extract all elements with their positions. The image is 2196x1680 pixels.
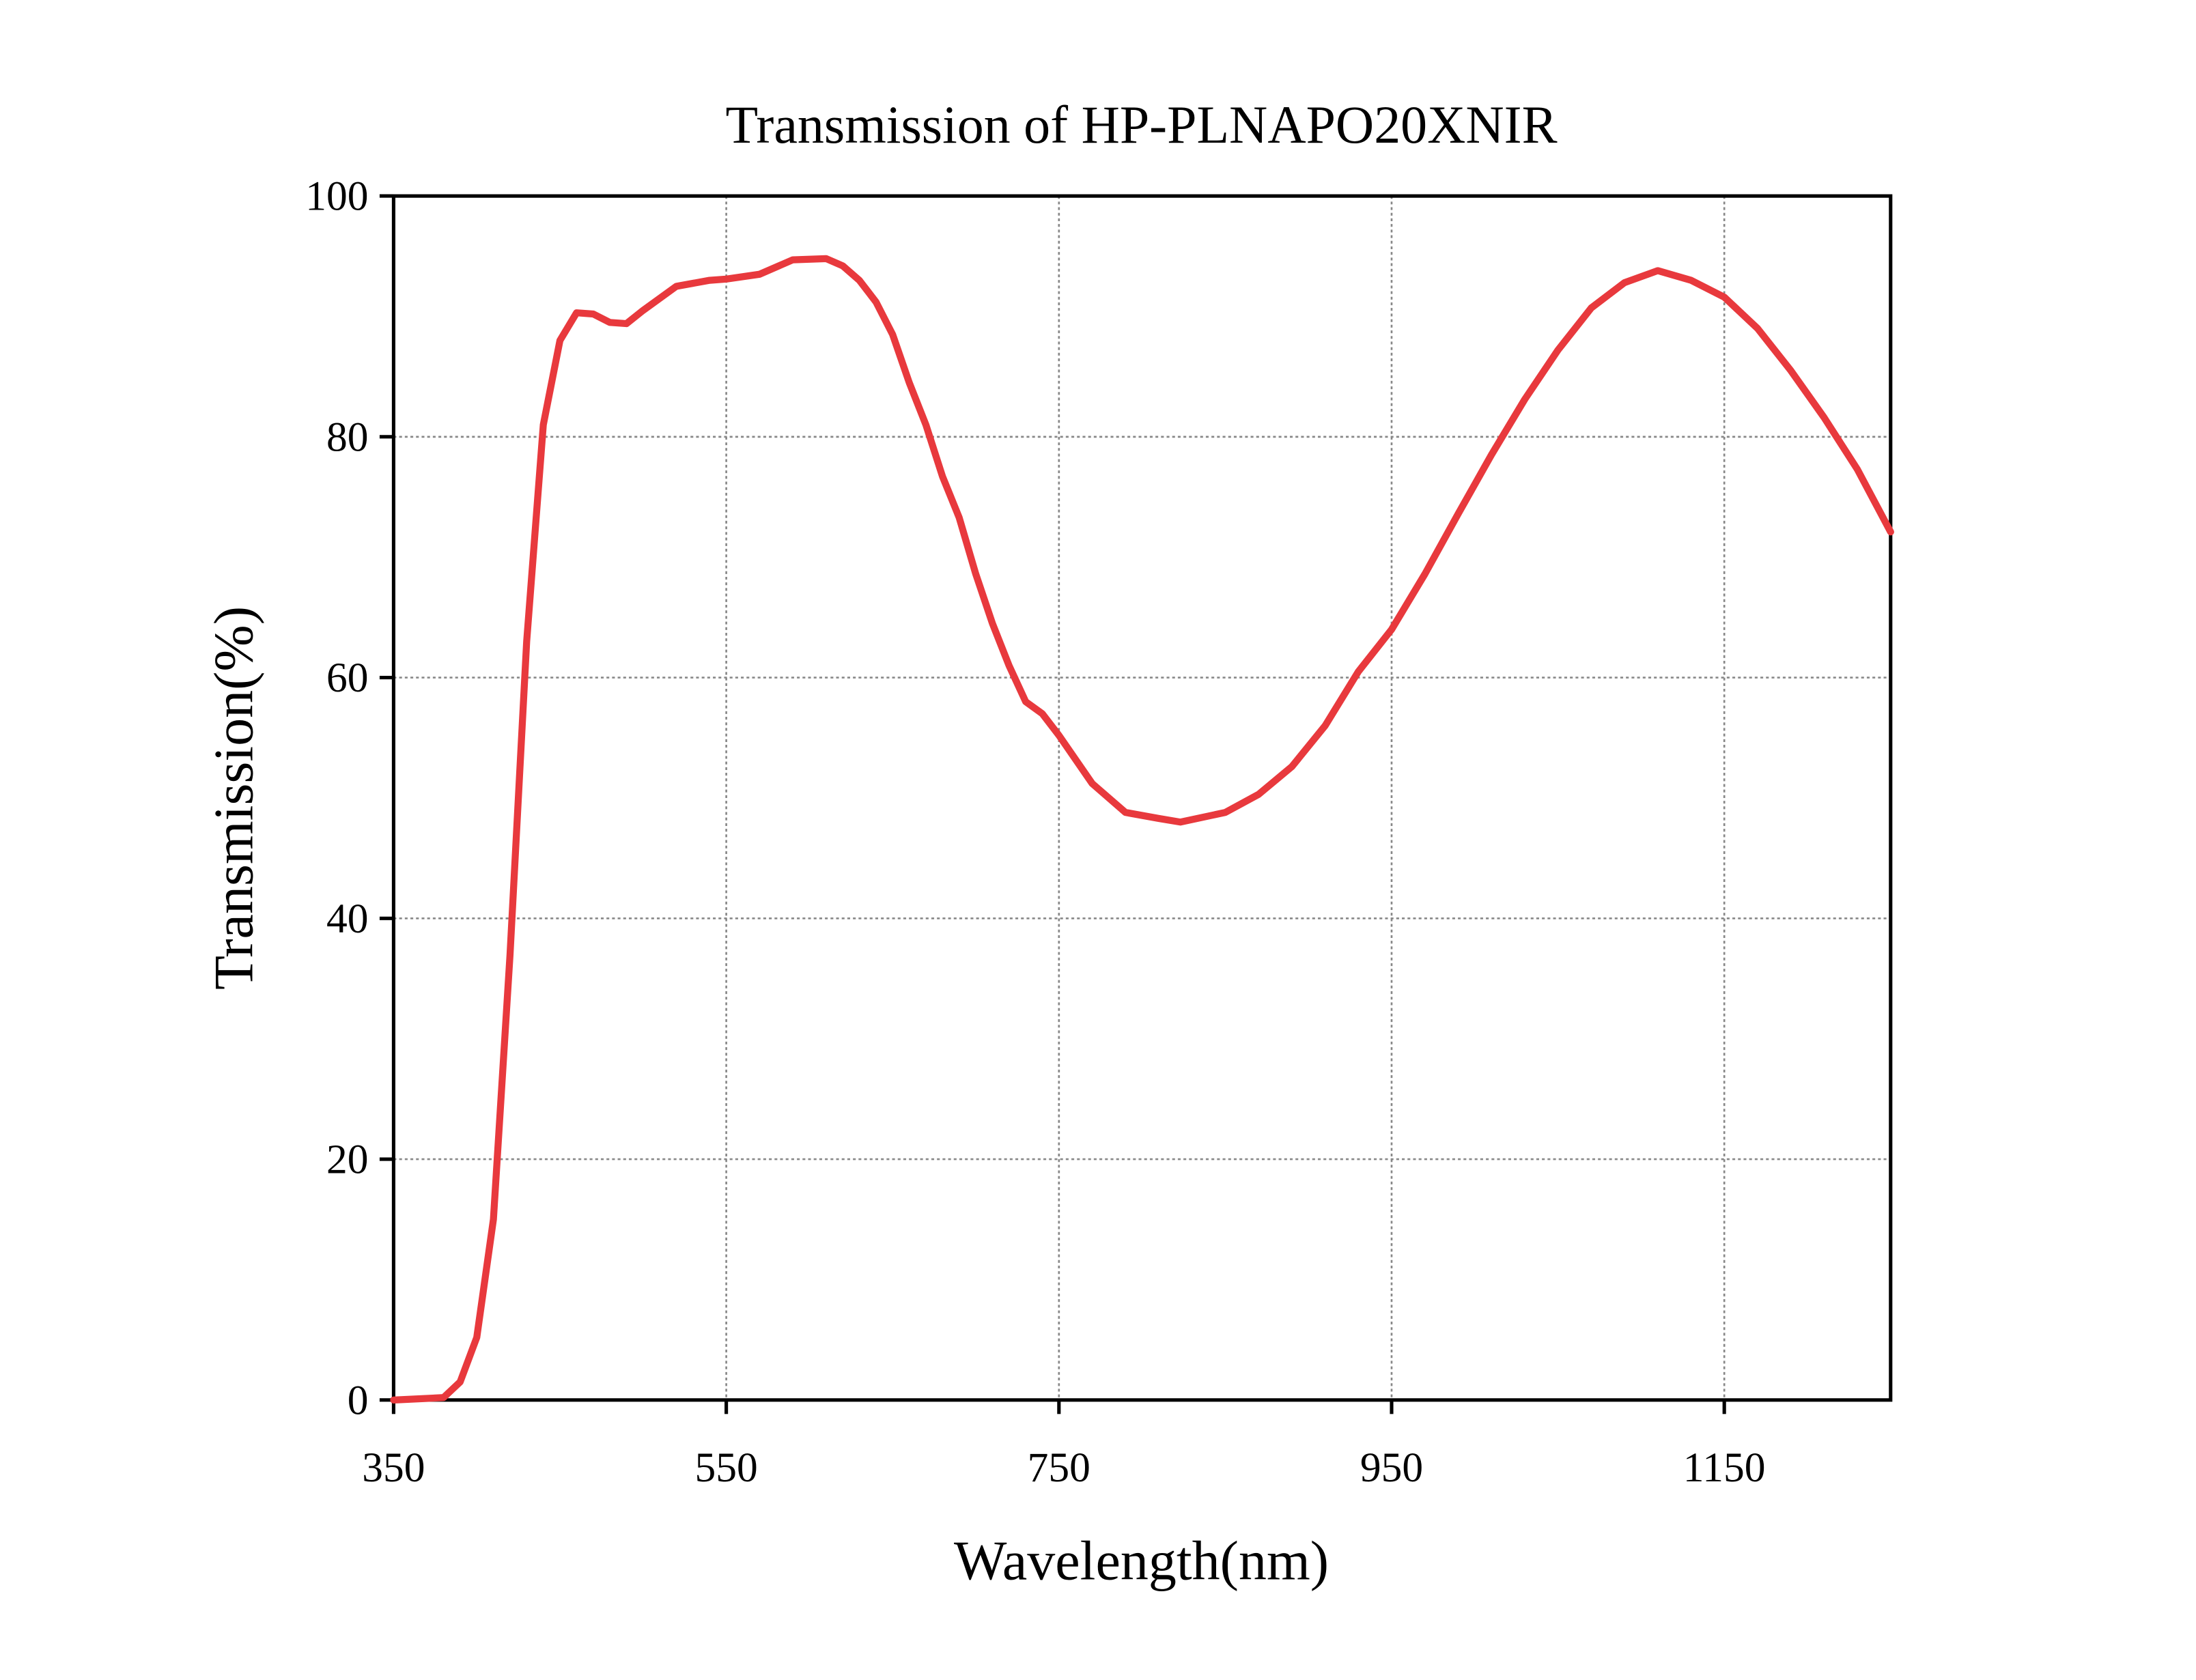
chart-title: Transmission of HP-PLNAPO20XNIR: [726, 96, 1558, 154]
y-tick-label: 80: [326, 414, 369, 460]
x-axis-label: Wavelength(nm): [954, 1529, 1329, 1591]
y-tick-label: 100: [305, 173, 368, 220]
y-tick-label: 0: [348, 1377, 369, 1423]
y-tick-label: 40: [326, 896, 369, 942]
data-line: [390, 255, 1894, 1404]
x-tick-label: 1150: [1683, 1444, 1766, 1491]
x-tick-label: 750: [1028, 1444, 1090, 1491]
x-tick-label: 550: [694, 1444, 757, 1491]
y-tick-label: 20: [326, 1137, 369, 1183]
plot-frame: [391, 194, 1893, 1402]
x-tick-label: 350: [362, 1444, 425, 1491]
y-tick-label: 60: [326, 655, 369, 701]
x-tick-label: 950: [1360, 1444, 1423, 1491]
y-axis-label: Transmission(%): [202, 606, 264, 990]
